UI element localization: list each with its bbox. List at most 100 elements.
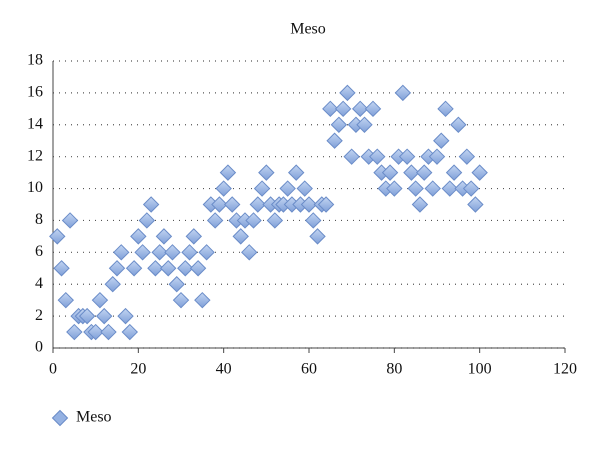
point — [155, 228, 173, 245]
y-tick-label: 8 — [35, 211, 43, 228]
y-tick-label: 12 — [27, 147, 43, 164]
point — [471, 164, 488, 181]
point — [108, 260, 126, 277]
point — [407, 180, 424, 197]
x-tick-label: 40 — [216, 361, 232, 378]
y-tick-label: 2 — [35, 307, 43, 324]
point — [198, 244, 215, 261]
x-tick-label: 60 — [301, 361, 317, 378]
point — [441, 180, 459, 197]
point — [53, 260, 70, 277]
point — [403, 164, 420, 181]
point — [194, 291, 211, 309]
point — [437, 100, 454, 118]
point — [168, 276, 185, 293]
point — [249, 196, 267, 213]
point — [266, 212, 284, 229]
point — [164, 244, 181, 261]
point — [215, 180, 232, 197]
point — [91, 291, 109, 309]
point — [142, 196, 160, 213]
point — [125, 260, 143, 277]
point — [185, 228, 203, 245]
point — [369, 148, 386, 165]
point — [415, 164, 433, 181]
point — [245, 212, 262, 229]
y-tick-label: 0 — [35, 339, 43, 356]
y-tick-label: 18 — [27, 52, 43, 69]
point — [159, 260, 177, 277]
point — [296, 180, 313, 197]
point — [339, 84, 356, 102]
legend-marker — [51, 409, 69, 427]
point — [364, 100, 382, 118]
y-tick-label: 4 — [35, 275, 43, 292]
point — [317, 196, 335, 213]
x-tick-label: 120 — [553, 361, 577, 378]
point — [147, 260, 164, 277]
point — [356, 116, 373, 133]
point — [49, 228, 66, 245]
point — [309, 228, 326, 245]
point — [411, 196, 429, 213]
point — [117, 307, 134, 325]
point — [253, 180, 271, 197]
point — [322, 100, 339, 118]
point — [305, 212, 322, 229]
point — [330, 116, 348, 133]
x-tick-label: 20 — [130, 361, 146, 378]
point — [211, 196, 228, 213]
x-tick-label: 100 — [468, 361, 492, 378]
point — [57, 291, 75, 309]
point — [445, 164, 463, 181]
point — [130, 228, 147, 245]
y-tick-label: 16 — [27, 84, 43, 101]
point — [206, 212, 224, 229]
x-tick-label: 80 — [386, 361, 402, 378]
point — [241, 244, 258, 261]
point — [398, 148, 416, 165]
point — [351, 100, 369, 118]
point — [450, 116, 467, 133]
y-tick-label: 6 — [35, 243, 43, 260]
point — [121, 323, 139, 341]
point — [279, 180, 296, 197]
point — [78, 307, 96, 325]
y-tick-label: 14 — [27, 115, 43, 132]
point — [232, 228, 249, 245]
legend-label: Meso — [76, 409, 112, 426]
point — [100, 323, 117, 341]
point — [172, 291, 190, 309]
x-tick-label: 0 — [49, 361, 57, 378]
point — [258, 164, 275, 181]
chart-title: Meso — [290, 21, 326, 38]
point — [424, 180, 441, 197]
point — [334, 100, 352, 118]
point — [95, 307, 113, 325]
point — [458, 148, 476, 165]
point — [326, 132, 343, 149]
point — [300, 196, 318, 213]
point — [138, 212, 156, 229]
point — [151, 244, 168, 261]
point — [189, 260, 207, 277]
y-tick-label: 10 — [27, 179, 43, 196]
point — [113, 244, 130, 261]
point — [66, 323, 83, 341]
point — [433, 132, 450, 149]
point — [134, 244, 151, 261]
point — [219, 164, 237, 181]
point — [462, 180, 480, 197]
point — [467, 196, 484, 213]
point — [381, 164, 399, 181]
point — [104, 276, 121, 293]
point — [386, 180, 403, 197]
point — [223, 196, 241, 213]
point — [61, 212, 79, 229]
point — [87, 323, 104, 341]
point — [287, 164, 305, 181]
point — [181, 244, 198, 261]
point — [428, 148, 446, 165]
point — [394, 84, 412, 102]
